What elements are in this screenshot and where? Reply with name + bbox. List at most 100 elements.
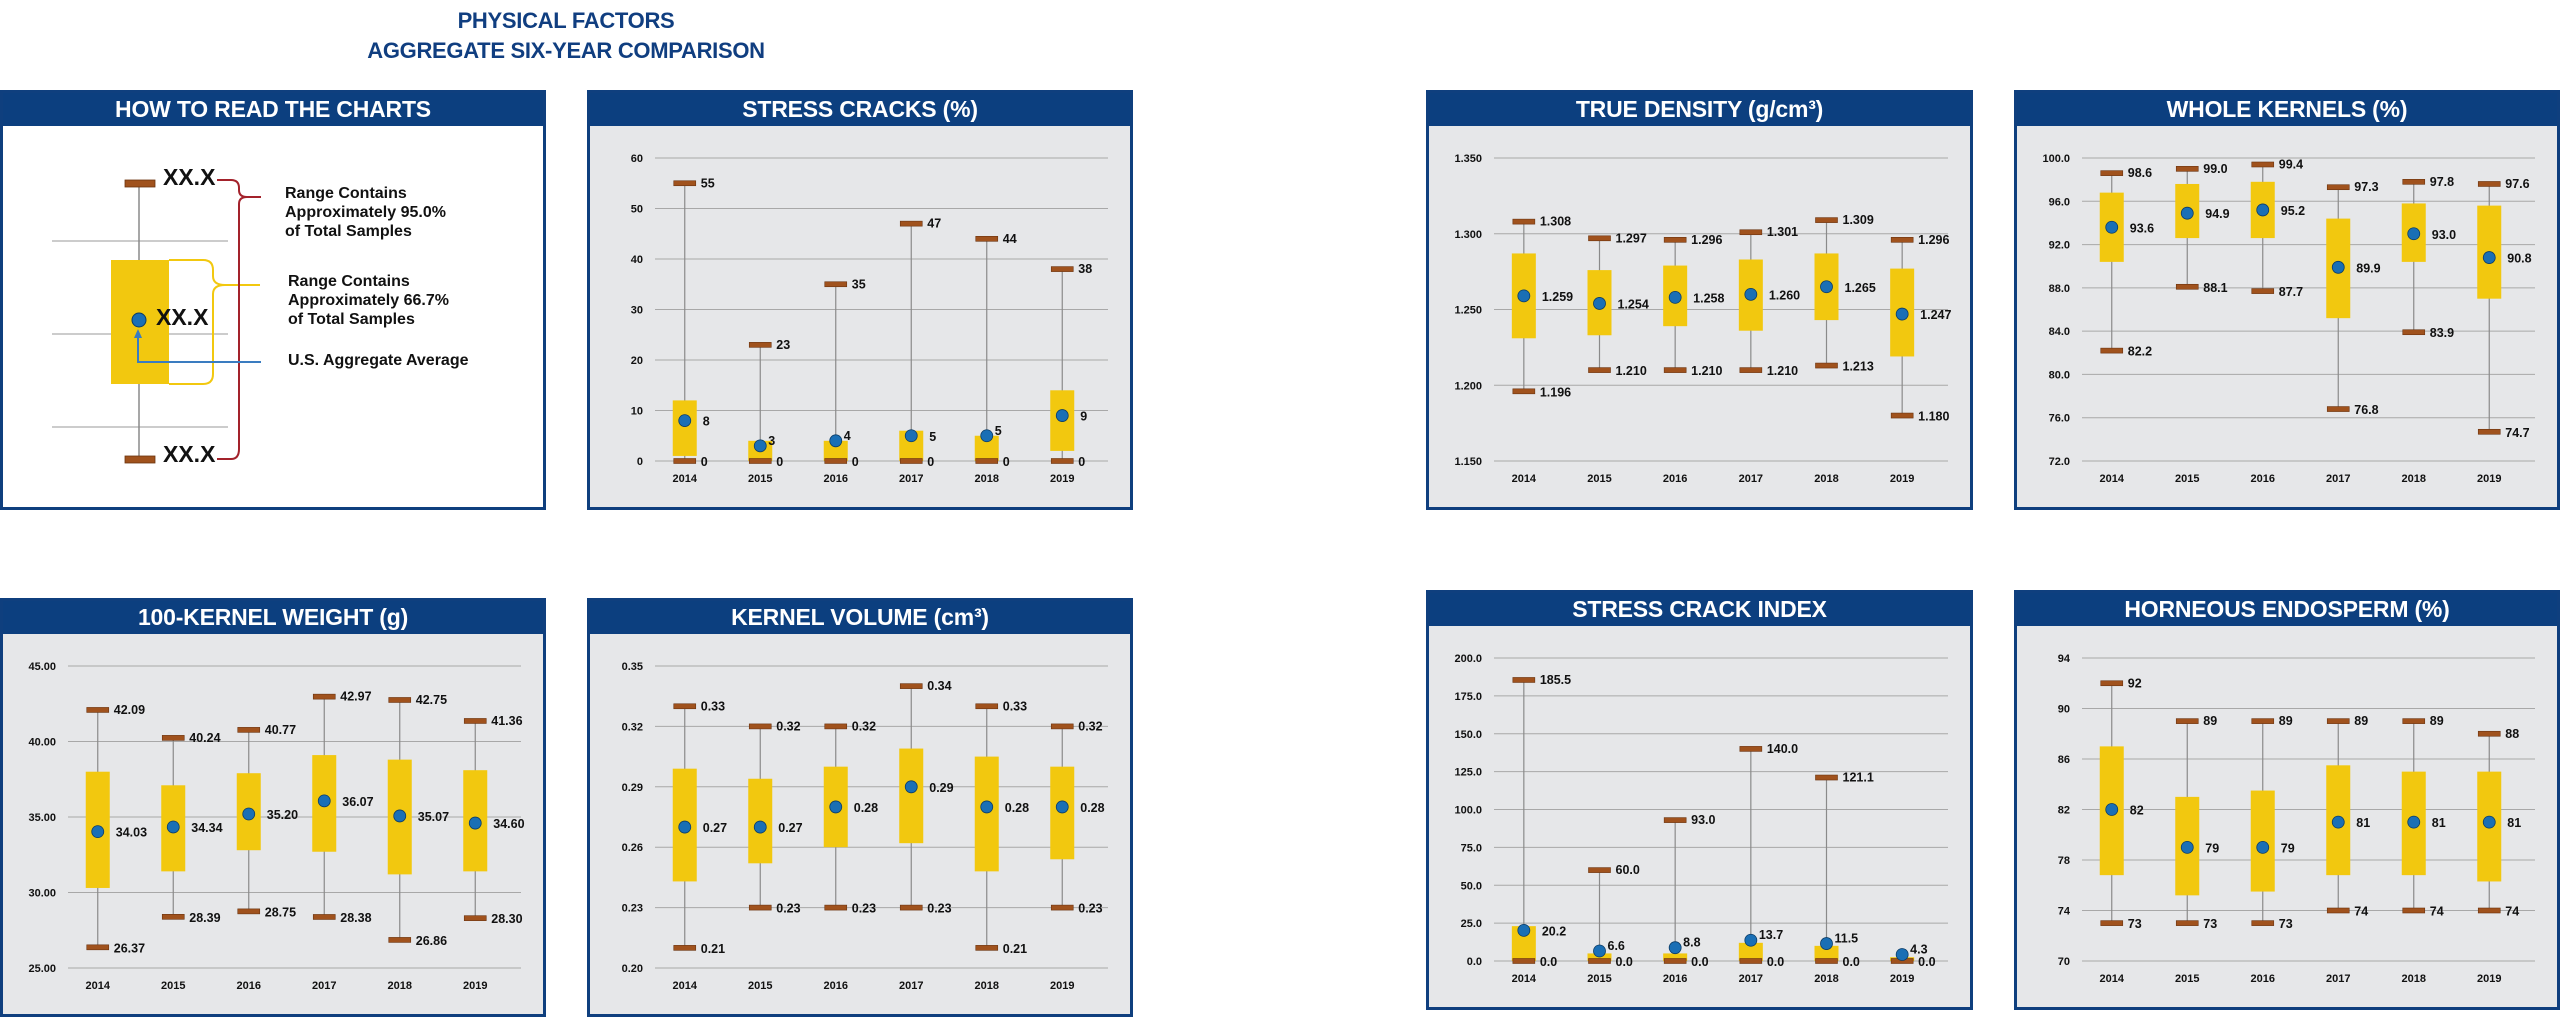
whole-kernels-mean-dot: [2331, 260, 2345, 274]
kernel-weight-cap-low: [86, 944, 110, 951]
stress-cracks-mean-label: 8: [703, 415, 710, 429]
kernel-weight-ytick-label: 25.00: [28, 963, 56, 975]
kernel-weight-xtick-label: 2017: [312, 980, 336, 992]
kernel-weight-low-label: 26.86: [416, 934, 447, 948]
true-density-cap-high: [1663, 237, 1687, 243]
whole-kernels-mean-label: 90.8: [2507, 252, 2531, 266]
kernel-weight-xtick-label: 2014: [86, 980, 111, 992]
stress-cracks-low-label: 0: [1078, 455, 1085, 469]
kernel-weight-mean-label: 35.07: [418, 810, 449, 824]
stress-cracks-ytick-label: 50: [631, 204, 643, 216]
true-density-cap-high: [1815, 217, 1838, 223]
horneous-endosperm-low-label: 73: [2203, 917, 2217, 931]
whole-kernels-high-label: 97.8: [2430, 175, 2454, 189]
whole-kernels-ytick-label: 92.0: [2049, 240, 2070, 252]
horneous-endosperm-ytick-label: 70: [2058, 956, 2070, 968]
stress-cracks-box: [823, 440, 848, 461]
horneous-endosperm-ytick-label: 82: [2058, 805, 2070, 817]
horneous-endosperm-mean-dot: [2331, 815, 2345, 829]
horneous-endosperm-panel: HORNEOUS ENDOSPERM (%) 70 74 78 82 86 90 94 201…: [2014, 590, 2560, 1010]
kernel-volume-cap-low: [748, 904, 772, 911]
stress-crack-index-low-label: 0.0: [1540, 955, 1557, 969]
kernel-volume-chart: 0.20 0.23 0.26 0.29 0.32 0.35 2014 0.33 0.21 0.27…: [622, 661, 1108, 992]
whole-kernels-low-label: 76.8: [2354, 403, 2378, 417]
stress-crack-index-cap-high: [1739, 746, 1763, 752]
stress-cracks-cap-low: [1050, 458, 1074, 464]
whole-kernels-cap-high: [2402, 179, 2426, 185]
kernel-volume-panel: KERNEL VOLUME (cm³) 0.20 0.23 0.26 0.29 0.32…: [587, 598, 1133, 1017]
stress-crack-index-high-label: 185.5: [1540, 673, 1571, 687]
horneous-endosperm-high-label: 88: [2505, 727, 2519, 741]
true-density-xtick-label: 2017: [1739, 473, 1763, 485]
true-density-high-label: 1.308: [1540, 215, 1571, 229]
whole-kernels-mean-label: 93.6: [2130, 221, 2154, 235]
whole-kernels-low-label: 82.2: [2128, 345, 2152, 359]
whole-kernels-xtick-label: 2014: [2100, 473, 2125, 485]
whole-kernels-xtick-label: 2017: [2326, 473, 2350, 485]
horneous-endosperm-cap-high: [2251, 718, 2275, 724]
kernel-weight-title: 100-KERNEL WEIGHT (g): [3, 601, 543, 634]
stress-cracks-xtick-label: 2018: [975, 473, 999, 485]
kernel-weight-cap-high: [237, 727, 261, 733]
stress-cracks-xtick-label: 2017: [899, 473, 923, 485]
kernel-weight-panel: 100-KERNEL WEIGHT (g) 25.00 30.00 35.00 40.…: [0, 598, 546, 1017]
true-density-cap-low: [1739, 367, 1763, 373]
stress-crack-index-cap-high: [1512, 677, 1536, 683]
stress-cracks-chart: 0102030405060201455082015230320163504201…: [631, 153, 1108, 485]
horneous-endosperm-xtick-label: 2015: [2175, 973, 2199, 985]
stress-crack-index-box: [1663, 953, 1688, 961]
horneous-endosperm-low-label: 73: [2279, 917, 2293, 931]
horneous-endosperm-title: HORNEOUS ENDOSPERM (%): [2017, 593, 2557, 626]
kernel-weight-cap-high: [86, 707, 110, 713]
kernel-volume-ytick-label: 0.20: [622, 963, 643, 975]
true-density-cap-low: [1815, 362, 1838, 369]
legend-range667-line3: of Total Samples: [288, 311, 415, 328]
kernel-volume-high-label: 0.32: [852, 719, 876, 733]
stress-cracks-cap-high: [1050, 266, 1074, 272]
true-density-xtick-label: 2018: [1814, 473, 1838, 485]
kernel-volume-cap-low: [975, 945, 999, 951]
stress-crack-index-high-label: 140.0: [1767, 742, 1798, 756]
stress-cracks-mean-label: 4: [844, 429, 851, 443]
whole-kernels-cap-high: [2477, 181, 2501, 187]
stress-crack-index-low-label: 0.0: [1843, 955, 1860, 969]
kernel-weight-high-label: 42.97: [340, 690, 371, 704]
stress-crack-index-mean-label: 8.8: [1683, 936, 1700, 950]
kernel-volume-low-label: 0.23: [1078, 902, 1102, 916]
kernel-weight-xtick-label: 2016: [237, 980, 261, 992]
true-density-mean-label: 1.265: [1845, 281, 1876, 295]
true-density-high-label: 1.301: [1767, 225, 1798, 239]
true-density-high-label: 1.296: [1918, 233, 1949, 247]
horneous-endosperm-xtick-label: 2016: [2251, 973, 2275, 985]
true-density-ytick-label: 1.150: [1454, 456, 1482, 468]
whole-kernels-cap-low: [2175, 283, 2199, 290]
whole-kernels-mean-dot: [2256, 203, 2270, 217]
stress-cracks-cap-low: [899, 458, 923, 464]
whole-kernels-panel: WHOLE KERNELS (%) 72.0 76.0 80.0 84.0 88.0 92…: [2014, 90, 2560, 510]
kernel-volume-xtick-label: 2014: [673, 980, 698, 992]
stress-cracks-mean-label: 3: [768, 434, 775, 448]
kernel-volume-cap-high: [673, 703, 697, 710]
kernel-volume-cap-low: [824, 904, 848, 911]
legend-panel: HOW TO READ THE CHARTS XX.X XX.X XX.X Ra…: [0, 90, 546, 510]
kernel-volume-low-label: 0.21: [1003, 942, 1027, 956]
whole-kernels-xtick-label: 2019: [2477, 473, 2501, 485]
horneous-endosperm-cap-low: [2175, 920, 2199, 926]
kernel-volume-xtick-label: 2017: [899, 980, 923, 992]
stress-cracks-mean-dot: [1055, 409, 1069, 422]
whole-kernels-xtick-label: 2016: [2251, 473, 2275, 485]
whole-kernels-low-label: 74.7: [2505, 426, 2529, 440]
stress-crack-index-mean-dot: [1517, 923, 1531, 937]
legend-range667-text: Range Contains Approximately 66.7% of To…: [288, 272, 449, 329]
stress-crack-index-ytick-label: 0.0: [1467, 956, 1482, 968]
legend-bracket-667: [169, 259, 260, 385]
horneous-endosperm-mean-dot: [2407, 815, 2421, 829]
whole-kernels-mean-label: 94.9: [2205, 207, 2229, 221]
stress-cracks-ytick-label: 40: [631, 254, 643, 266]
stress-crack-index-cap-low: [1815, 958, 1838, 964]
whole-kernels-mean-label: 89.9: [2356, 261, 2380, 275]
kernel-weight-chart: 25.00 30.00 35.00 40.00 45.00 2014 42.09 26.37 3…: [28, 661, 524, 992]
horneous-endosperm-high-label: 89: [2203, 714, 2217, 728]
kernel-volume-mean-dot: [678, 820, 692, 834]
kernel-weight-cap-low: [463, 915, 487, 921]
